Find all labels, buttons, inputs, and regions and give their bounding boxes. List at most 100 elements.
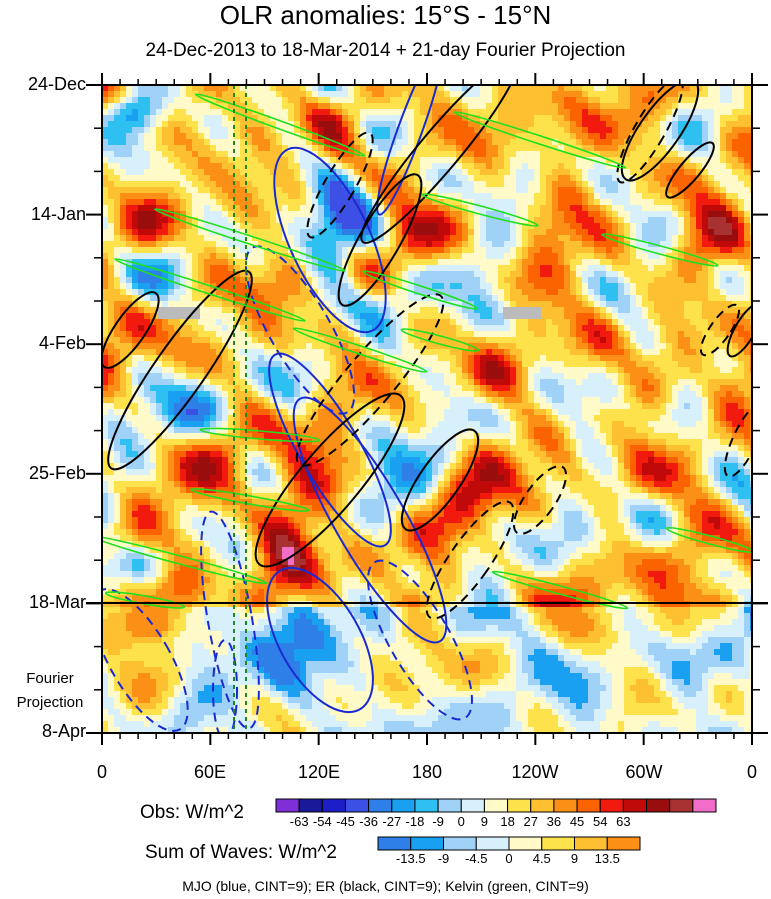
field-cell	[630, 187, 637, 194]
field-cell	[252, 217, 259, 224]
field-cell	[492, 325, 499, 332]
field-cell	[594, 139, 601, 146]
field-cell	[474, 325, 481, 332]
field-cell	[654, 289, 661, 296]
field-cell	[654, 307, 661, 314]
field-cell	[288, 187, 295, 194]
field-cell	[450, 271, 457, 278]
field-cell	[354, 91, 361, 98]
field-cell	[108, 271, 115, 278]
field-cell	[690, 217, 697, 224]
field-cell	[186, 277, 193, 284]
field-cell	[384, 241, 391, 248]
field-cell	[360, 271, 367, 278]
field-cell	[414, 109, 421, 116]
field-cell	[744, 265, 751, 272]
field-cell	[678, 217, 685, 224]
field-cell	[120, 283, 127, 290]
field-cell	[300, 259, 307, 266]
field-cell	[720, 127, 727, 134]
field-cell	[558, 349, 565, 356]
field-cell	[624, 337, 631, 344]
field-cell	[120, 289, 127, 296]
field-cell	[126, 319, 133, 326]
field-cell	[216, 139, 223, 146]
field-cell	[480, 247, 487, 254]
field-cell	[654, 223, 661, 230]
field-cell	[528, 127, 535, 134]
field-cell	[228, 337, 235, 344]
field-cell	[642, 151, 649, 158]
field-cell	[738, 193, 745, 200]
field-cell	[420, 355, 427, 362]
field-cell	[492, 235, 499, 242]
field-cell	[612, 283, 619, 290]
field-cell	[582, 295, 589, 302]
field-cell	[366, 343, 373, 350]
field-cell	[678, 277, 685, 284]
field-cell	[222, 91, 229, 98]
field-cell	[282, 139, 289, 146]
field-cell	[420, 163, 427, 170]
field-cell	[156, 193, 163, 200]
field-cell	[426, 181, 433, 188]
field-cell	[126, 85, 133, 92]
field-cell	[516, 295, 523, 302]
field-cell	[522, 229, 529, 236]
field-cell	[444, 289, 451, 296]
field-cell	[342, 301, 349, 308]
field-cell	[534, 151, 541, 158]
field-cell	[612, 235, 619, 242]
field-cell	[132, 115, 139, 122]
field-cell	[180, 337, 187, 344]
field-cell	[216, 121, 223, 128]
field-cell	[168, 85, 175, 92]
field-cell	[672, 145, 679, 152]
field-cell	[372, 151, 379, 158]
field-cell	[102, 259, 109, 266]
field-cell	[378, 163, 385, 170]
field-cell	[438, 217, 445, 224]
field-cell	[666, 331, 673, 338]
field-cell	[330, 199, 337, 206]
field-cell	[114, 289, 121, 296]
field-cell	[258, 289, 265, 296]
field-cell	[114, 229, 121, 236]
field-cell	[402, 295, 409, 302]
field-cell	[708, 301, 715, 308]
field-cell	[582, 253, 589, 260]
field-cell	[240, 265, 247, 272]
field-cell	[306, 241, 313, 248]
field-cell	[510, 151, 517, 158]
field-cell	[414, 151, 421, 158]
field-cell	[414, 223, 421, 230]
field-cell	[114, 247, 121, 254]
field-cell	[516, 193, 523, 200]
field-cell	[570, 241, 577, 248]
field-cell	[402, 199, 409, 206]
field-cell	[174, 145, 181, 152]
field-cell	[168, 247, 175, 254]
field-cell	[576, 91, 583, 98]
field-cell	[474, 331, 481, 338]
field-cell	[390, 163, 397, 170]
field-cell	[114, 241, 121, 248]
field-cell	[192, 187, 199, 194]
field-cell	[552, 307, 559, 314]
field-cell	[420, 235, 427, 242]
field-cell	[312, 115, 319, 122]
field-cell	[462, 217, 469, 224]
field-cell	[684, 247, 691, 254]
field-cell	[564, 277, 571, 284]
field-cell	[666, 91, 673, 98]
field-cell	[132, 151, 139, 158]
field-cell	[396, 151, 403, 158]
field-cell	[222, 223, 229, 230]
field-cell	[330, 229, 337, 236]
field-cell	[450, 307, 457, 314]
field-cell	[600, 205, 607, 212]
field-cell	[282, 337, 289, 344]
field-cell	[318, 271, 325, 278]
field-cell	[522, 331, 529, 338]
field-cell	[276, 133, 283, 140]
